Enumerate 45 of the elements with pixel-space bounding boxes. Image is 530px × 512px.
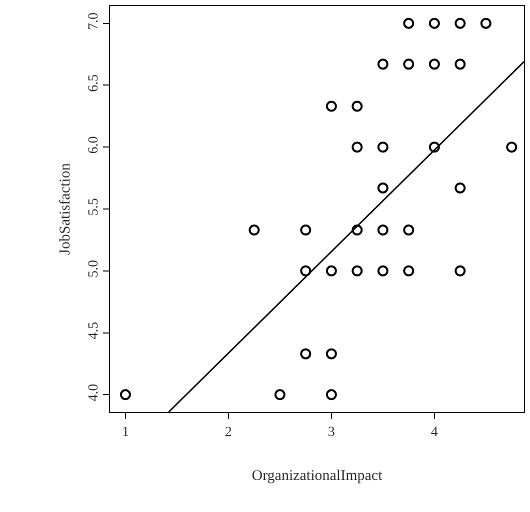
point (352, 142, 363, 153)
y-axis-title: JobSatisfaction (58, 162, 74, 255)
point (248, 224, 260, 236)
y-tick-label: 5.5 (86, 198, 102, 216)
point (352, 224, 363, 236)
point (403, 58, 414, 70)
point (326, 265, 337, 276)
point (326, 348, 337, 360)
point (326, 389, 337, 400)
y-tick-label: 4.0 (86, 384, 102, 402)
point (274, 389, 286, 400)
y-tick-label: 4.5 (86, 322, 102, 340)
x-tick-label: 4 (430, 424, 438, 440)
x-axis-title: OrganizationalImpact (252, 468, 384, 484)
point (403, 265, 414, 276)
point (352, 265, 363, 276)
y-tick-label: 6.5 (86, 74, 102, 92)
point (377, 58, 388, 70)
point (454, 58, 466, 70)
point (300, 224, 312, 236)
point (506, 142, 518, 153)
point (428, 142, 440, 153)
x-tick-label: 3 (328, 424, 335, 440)
point (300, 265, 312, 276)
point (454, 265, 466, 276)
point (403, 18, 414, 29)
point (428, 58, 440, 70)
y-tick-label: 7.0 (86, 12, 102, 30)
y-tick-label: 5.0 (86, 260, 102, 278)
y-tick-label: 6.0 (86, 136, 102, 154)
point (326, 100, 337, 112)
point (377, 265, 388, 276)
point (352, 100, 363, 112)
point (377, 142, 388, 153)
point (377, 224, 388, 236)
point (403, 224, 414, 236)
point (454, 182, 466, 194)
x-tick-label: 1 (122, 424, 129, 440)
point (300, 348, 312, 360)
point (454, 18, 466, 29)
x-tick-label: 2 (224, 424, 232, 440)
point (480, 18, 492, 29)
point (428, 18, 440, 29)
point (377, 182, 388, 194)
point (120, 389, 131, 400)
